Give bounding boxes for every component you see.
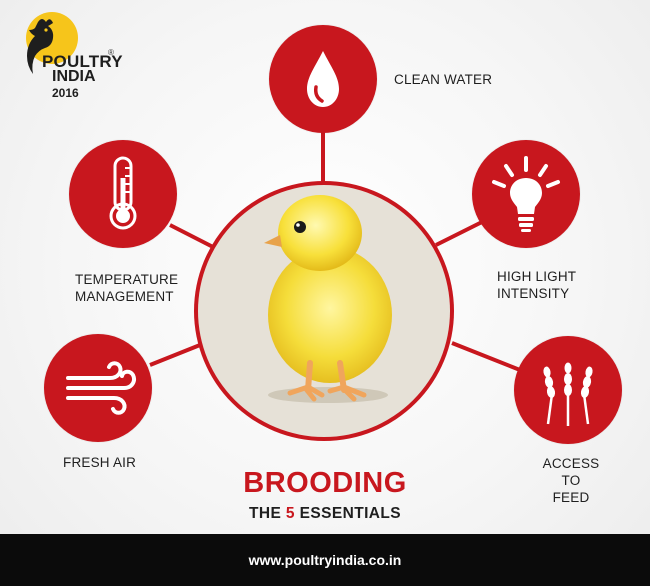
- title: BROODING: [243, 467, 407, 499]
- clean-water-circle: [269, 25, 377, 133]
- feed-label: ACCESS TO FEED: [534, 455, 608, 506]
- wind-icon: [66, 361, 136, 415]
- thermometer-icon: [109, 156, 137, 230]
- light-label-line1: HIGH LIGHT: [497, 269, 577, 284]
- light-label-line2: INTENSITY: [497, 286, 570, 301]
- center-circle: [194, 181, 454, 441]
- feed-circle: [514, 336, 622, 444]
- registered-mark: ®: [108, 48, 114, 57]
- subtitle-number: 5: [285, 505, 295, 522]
- footer-bar: www.poultryindia.co.in: [0, 534, 650, 586]
- connector-lines: [149, 130, 521, 372]
- poultry-india-logo: POULTRY ® INDIA 2016: [12, 10, 123, 100]
- chick-illustration: [264, 195, 392, 403]
- subtitle: THE 5 ESSENTIALS: [0, 505, 650, 523]
- wheat-icon: [543, 362, 593, 426]
- light-label: HIGH LIGHT INTENSITY: [497, 268, 576, 302]
- fresh-air-label: FRESH AIR: [63, 455, 137, 470]
- temperature-label-line1: TEMPERATURE: [75, 272, 179, 287]
- logo-text-india: INDIA: [52, 68, 96, 85]
- feed-label-line1: ACCESS TO: [542, 456, 600, 488]
- chick-photo: [198, 185, 450, 437]
- infographic: POULTRY ® INDIA 2016 CLEAN WATER TEMPERA…: [0, 10, 650, 523]
- fresh-air-circle: [44, 334, 152, 442]
- water-drop-icon: [307, 51, 339, 107]
- website-link[interactable]: www.poultryindia.co.in: [248, 552, 402, 568]
- temperature-label-line2: MANAGEMENT: [75, 289, 174, 304]
- rooster-icon: [27, 19, 54, 74]
- light-bulb-icon: [492, 156, 560, 232]
- light-circle: [472, 140, 580, 248]
- subtitle-suffix: ESSENTIALS: [299, 505, 401, 522]
- logo-text-poultry: POULTRY: [42, 52, 123, 71]
- temperature-label: TEMPERATURE MANAGEMENT: [75, 271, 178, 305]
- temperature-circle: [69, 140, 177, 248]
- feed-label-line2: FEED: [552, 490, 590, 505]
- logo-year: 2016: [52, 86, 79, 100]
- subtitle-prefix: THE: [249, 505, 282, 522]
- clean-water-label: CLEAN WATER: [394, 72, 493, 87]
